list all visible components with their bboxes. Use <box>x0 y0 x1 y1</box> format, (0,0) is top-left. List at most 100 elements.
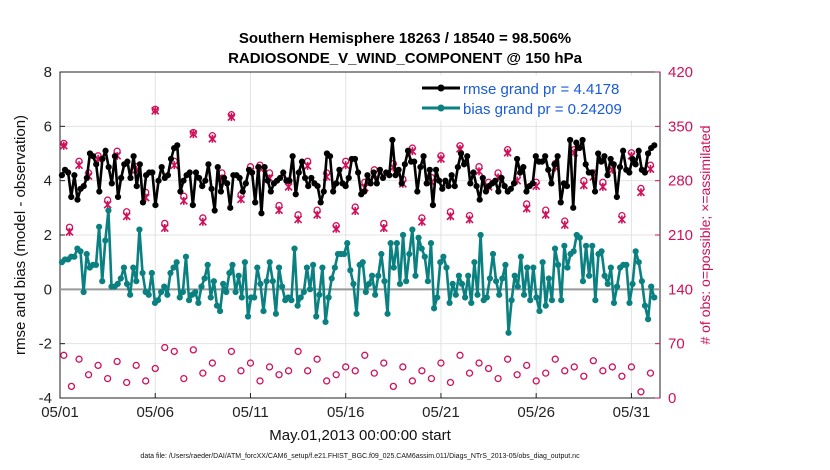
bias-point <box>238 294 245 301</box>
rmse-point <box>442 177 449 184</box>
obs-possible-marker <box>408 377 417 385</box>
bias-point <box>539 259 546 266</box>
bias-point <box>257 280 264 287</box>
bias-point <box>601 272 608 279</box>
bias-point <box>496 291 503 298</box>
footer-data-file: data file: /Users/raeder/DAI/ATM_forcXX/… <box>140 453 580 460</box>
bias-point <box>216 307 224 315</box>
bias-point <box>130 264 137 271</box>
bias-point <box>409 226 416 233</box>
bias-point <box>195 299 202 307</box>
rmse-point <box>467 180 474 187</box>
rmse-point <box>464 153 471 160</box>
bias-point <box>387 240 394 247</box>
rmse-point <box>314 183 321 190</box>
obs-assimilated-marker <box>227 112 236 122</box>
bias-point <box>607 264 614 271</box>
rmse-point <box>598 158 605 165</box>
y-axis-ticks: -4 -2 0 2 4 6 8 <box>39 64 65 407</box>
obs-possible-marker <box>503 355 512 363</box>
bias-point <box>471 259 478 266</box>
bias-point <box>449 280 456 287</box>
obs-assimilated-marker <box>579 181 588 190</box>
x-axis-label: May.01,2013 00:00:00 start <box>269 427 451 444</box>
bias-point <box>145 291 152 298</box>
bias-point <box>275 264 283 271</box>
bias-point <box>306 286 314 293</box>
rmse-point <box>563 183 571 190</box>
bias-point <box>520 291 528 298</box>
bias-point <box>244 313 252 320</box>
rmse-point <box>102 147 109 154</box>
obs-assimilated-marker <box>103 200 112 209</box>
obs-possible-marker <box>589 357 597 365</box>
rmse-point <box>149 169 156 176</box>
bias-point <box>192 288 199 296</box>
bias-point <box>514 283 521 290</box>
bias-point <box>508 297 515 304</box>
obs-possible-marker <box>256 377 264 385</box>
bias-point <box>251 294 258 301</box>
obs-assimilated-marker <box>617 215 626 224</box>
obs-possible-marker <box>389 382 397 391</box>
rmse-point <box>242 180 249 187</box>
obs-assimilated-marker <box>284 182 293 191</box>
obs-possible-marker <box>237 367 245 375</box>
bias-point <box>536 307 543 315</box>
rmse-point <box>470 169 477 176</box>
bias-point <box>629 280 636 287</box>
rmse-point <box>567 136 574 144</box>
obs-assimilated-marker <box>646 164 655 174</box>
rmse-point <box>404 147 412 154</box>
rmse-point <box>644 150 652 157</box>
right-tick-label: 210 <box>668 227 693 244</box>
bias-point <box>561 242 568 249</box>
bias-point <box>127 291 134 298</box>
y-tick-label: 8 <box>44 64 52 81</box>
bias-point <box>493 278 500 285</box>
rmse-point <box>629 155 636 163</box>
rmse-point <box>74 196 81 203</box>
bias-point <box>148 269 155 277</box>
bias-point <box>461 294 469 301</box>
rmse-point <box>118 174 125 182</box>
bias-point <box>353 310 360 317</box>
obs-possible-marker <box>627 363 636 371</box>
rmse-point <box>130 153 137 160</box>
bias-point <box>350 280 357 287</box>
right-tick-label: 70 <box>668 336 685 353</box>
bias-point <box>502 261 509 268</box>
obs-possible-marker <box>342 363 350 371</box>
rmse-point <box>457 150 465 157</box>
bias-point <box>120 264 128 271</box>
obs-assimilated-marker <box>208 134 217 143</box>
rmse-point <box>551 161 558 168</box>
rmse-point <box>186 169 193 176</box>
bias-point <box>582 242 590 249</box>
obs-possible-marker <box>170 347 178 356</box>
obs-possible-marker <box>180 374 188 383</box>
bias-point <box>372 291 379 298</box>
rmse-point <box>345 174 352 182</box>
rmse-point <box>426 166 433 173</box>
bias-point <box>381 278 388 285</box>
obs-possible-marker <box>151 364 159 373</box>
x-tick-label: 05/01 <box>41 404 79 421</box>
chart-subtitle: RADIOSONDE_V_WIND_COMPONENT @ 150 hPa <box>228 50 583 67</box>
obs-possible-marker <box>332 371 340 379</box>
bias-point <box>102 237 109 244</box>
rmse-point <box>651 142 658 149</box>
rmse-point <box>517 169 524 176</box>
rmse-point <box>114 193 122 201</box>
bias-point <box>579 278 587 285</box>
bias-point <box>133 278 140 285</box>
bias-point <box>589 242 596 249</box>
rmse-point <box>295 169 302 176</box>
obs-assimilated-marker <box>474 167 484 176</box>
bias-point <box>92 261 100 268</box>
bias-point <box>499 275 506 282</box>
rmse-point <box>248 169 256 176</box>
rmse-point <box>414 188 421 195</box>
rmse-point <box>595 150 602 157</box>
